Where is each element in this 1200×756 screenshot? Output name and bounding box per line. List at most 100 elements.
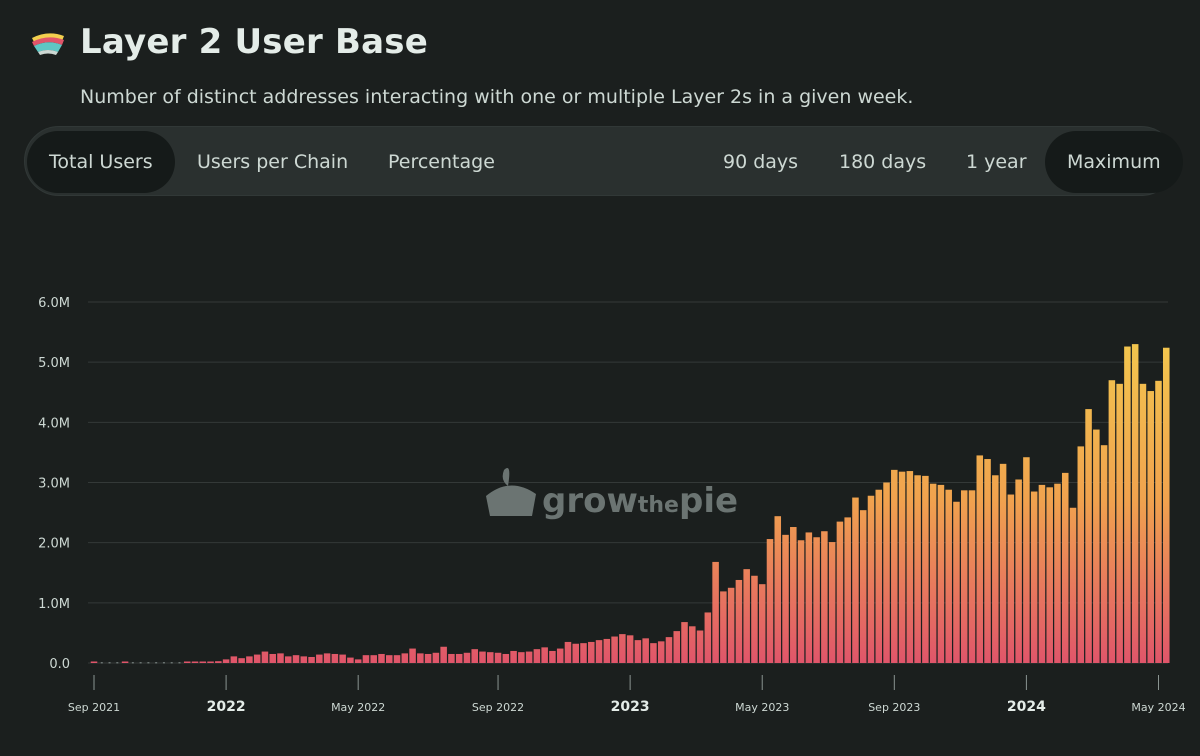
bar [1030, 491, 1038, 663]
bar [479, 651, 486, 663]
bar [354, 659, 362, 663]
bar [261, 651, 269, 663]
bar [976, 455, 984, 663]
bar [782, 534, 789, 663]
bar [1046, 487, 1053, 663]
bar [494, 652, 502, 663]
bar [1069, 507, 1077, 663]
bar [222, 659, 230, 663]
bar [253, 654, 261, 663]
bar [1007, 494, 1015, 663]
chart-controls: Total Users Users per Chain Percentage 9… [24, 126, 1183, 196]
bar [727, 587, 735, 663]
bar [533, 649, 541, 663]
bar [339, 654, 346, 663]
layer2-stack-icon [32, 33, 64, 55]
bar [681, 622, 688, 663]
bar [805, 532, 813, 663]
bar [1139, 383, 1147, 663]
x-axis-ticks: Sep 2021 2022 May 2022 Sep 2022 2023 May 2023… [68, 675, 1186, 715]
range-180-days[interactable]: 180 days [839, 151, 927, 173]
bar [867, 495, 875, 663]
bar [564, 641, 572, 663]
bar [1054, 483, 1061, 663]
bar [1124, 346, 1131, 663]
x-tick-label: 2022 [207, 699, 246, 715]
bar [774, 516, 782, 663]
bar [424, 653, 432, 663]
tab-users-per-chain[interactable]: Users per Chain [197, 151, 349, 173]
bar [619, 634, 626, 663]
bar [541, 647, 548, 663]
bar [844, 517, 851, 663]
bar [821, 531, 828, 663]
bar [448, 653, 455, 663]
bar [836, 521, 844, 663]
bar [549, 650, 556, 663]
bar [766, 539, 774, 663]
bar [121, 661, 129, 663]
bar [875, 489, 883, 663]
bar [385, 655, 393, 663]
bar [155, 662, 158, 664]
bar [277, 653, 284, 663]
bar [440, 646, 447, 663]
page-subtitle: Number of distinct addresses interacting… [80, 86, 914, 108]
bar [331, 653, 339, 663]
tab-percentage[interactable]: Percentage [388, 151, 495, 173]
y-tick-label: 1.0M [38, 597, 70, 612]
tab-total-users[interactable]: Total Users [27, 131, 175, 193]
bar [170, 662, 173, 664]
bar [162, 662, 165, 664]
bar [401, 653, 409, 663]
bar [347, 657, 354, 663]
bar [316, 654, 323, 663]
bar [797, 540, 805, 663]
bar [588, 641, 595, 663]
bar [953, 501, 960, 663]
bar [300, 656, 308, 663]
range-maximum[interactable]: Maximum [1045, 131, 1183, 193]
bar [696, 630, 704, 663]
bar [922, 475, 929, 663]
x-tick-label: Sep 2022 [472, 701, 524, 714]
bar [502, 653, 510, 663]
y-tick-label: 5.0M [38, 356, 70, 371]
bar [487, 652, 494, 663]
bar [898, 471, 906, 663]
bar [510, 650, 517, 663]
header: Layer 2 User Base [28, 22, 428, 62]
bar [246, 656, 253, 663]
bar [370, 655, 377, 663]
bar [183, 661, 191, 663]
y-tick-label: 3.0M [38, 477, 70, 492]
bar [269, 653, 276, 663]
range-90-days[interactable]: 90 days [723, 151, 799, 173]
bar [689, 626, 696, 663]
bar [1038, 484, 1046, 663]
pie-logo-icon [486, 468, 536, 516]
bar [634, 640, 642, 663]
y-tick-label: 6.0M [38, 296, 70, 311]
growthepie-watermark: growthepie [486, 468, 738, 521]
range-1-year[interactable]: 1 year [966, 151, 1027, 173]
bar [108, 662, 111, 664]
bar [1108, 380, 1116, 663]
bar [90, 661, 98, 663]
bar [929, 483, 937, 663]
bar [595, 640, 603, 663]
bar [1093, 429, 1100, 663]
bar [409, 648, 416, 663]
bar [945, 489, 952, 663]
bar [131, 662, 134, 664]
bars [90, 344, 1170, 664]
x-tick-label: 2024 [1007, 699, 1046, 715]
bar [1015, 479, 1022, 663]
bar [116, 662, 119, 664]
bar [704, 612, 712, 663]
bar [417, 653, 424, 663]
y-tick-label: 4.0M [38, 416, 70, 431]
bar [572, 643, 580, 663]
x-tick-label: Sep 2023 [868, 701, 920, 714]
bar [238, 658, 245, 663]
